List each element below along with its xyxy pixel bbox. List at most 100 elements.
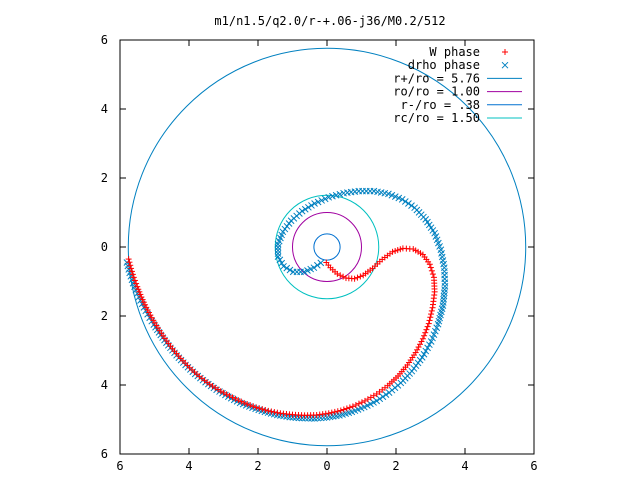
x-tick-label: 6: [530, 459, 537, 473]
data-point: [305, 203, 312, 211]
data-point: [329, 192, 336, 200]
data-point: [429, 334, 436, 342]
data-point: [340, 406, 347, 413]
data-point: [323, 259, 330, 266]
legend-label: drho phase: [408, 58, 480, 72]
legend-marker: [501, 61, 509, 69]
x-tick-label: 4: [461, 459, 468, 473]
data-point: [139, 296, 146, 303]
data-point: [408, 202, 415, 209]
data-point: [336, 190, 344, 198]
data-point: [140, 299, 147, 306]
x-tick-label: 4: [185, 459, 192, 473]
data-point: [426, 341, 433, 349]
data-point: [244, 401, 251, 408]
data-point: [274, 247, 282, 254]
data-point: [271, 409, 278, 416]
data-point: [262, 407, 269, 414]
data-point: [229, 394, 236, 401]
data-point: [428, 267, 435, 274]
data-point: [314, 198, 322, 206]
data-point: [265, 407, 272, 414]
y-tick-label: 4: [101, 378, 108, 392]
data-point: [412, 349, 419, 356]
data-point: [274, 250, 282, 257]
y-tick-label: 6: [101, 447, 108, 461]
data-point: [328, 409, 335, 416]
y-tick-label: 4: [101, 102, 108, 116]
data-point: [342, 275, 349, 282]
plot-area: [123, 47, 527, 447]
data-point: [392, 247, 399, 254]
data-point: [379, 393, 387, 401]
data-point: [337, 272, 344, 279]
data-point: [346, 404, 353, 411]
series-circle-2: [127, 47, 527, 447]
data-point: [136, 288, 143, 295]
data-point: [340, 189, 347, 197]
data-point: [127, 262, 134, 269]
data-point: [310, 264, 318, 272]
data-point: [283, 264, 291, 272]
data-point: [354, 274, 361, 281]
data-point: [352, 402, 359, 409]
data-point: [321, 195, 329, 203]
data-point: [399, 245, 406, 252]
legend-marker: [502, 49, 508, 55]
data-point: [398, 196, 406, 203]
data-point: [311, 200, 318, 207]
data-point: [274, 409, 281, 416]
data-point: [430, 331, 438, 338]
data-point: [334, 408, 341, 415]
legend-label: W phase: [429, 45, 480, 59]
data-point: [388, 191, 396, 199]
data-point: [394, 247, 401, 254]
data-point: [280, 262, 287, 270]
data-point: [256, 405, 263, 412]
data-point: [138, 294, 145, 301]
data-point: [135, 286, 142, 293]
data-point: [415, 344, 422, 351]
data-point: [232, 395, 239, 402]
data-point: [420, 350, 428, 358]
data-point: [343, 405, 350, 412]
data-point: [276, 256, 284, 264]
data-point: [278, 259, 286, 267]
data-point: [418, 338, 425, 345]
series-circle-3: [292, 212, 362, 282]
y-tick-label: 2: [101, 171, 108, 185]
data-point: [133, 280, 140, 287]
y-tick-label: 6: [101, 33, 108, 47]
data-point: [424, 344, 431, 352]
data-point: [130, 274, 137, 281]
series-0: [125, 245, 438, 419]
data-point: [357, 273, 364, 280]
data-point: [128, 268, 135, 275]
legend-label: ro/ro = 1.00: [393, 85, 480, 99]
data-point: [427, 264, 434, 271]
data-point: [425, 320, 432, 327]
data-point: [241, 399, 248, 406]
data-point: [145, 309, 152, 316]
data-point: [128, 265, 135, 272]
data-point: [325, 193, 333, 201]
data-point: [382, 391, 390, 399]
data-point: [424, 323, 431, 330]
data-point: [405, 200, 412, 207]
data-point: [247, 402, 254, 409]
data-point: [259, 406, 266, 413]
data-point: [317, 259, 325, 267]
data-point: [238, 398, 245, 405]
data-point: [431, 327, 439, 335]
data-point: [318, 197, 326, 204]
data-point: [419, 335, 426, 342]
data-point: [429, 271, 436, 278]
data-point: [308, 202, 315, 209]
y-tick-label: 0: [101, 240, 108, 254]
data-point: [253, 404, 260, 411]
data-point: [142, 301, 149, 308]
data-point: [126, 259, 133, 266]
series-1: [123, 187, 449, 422]
